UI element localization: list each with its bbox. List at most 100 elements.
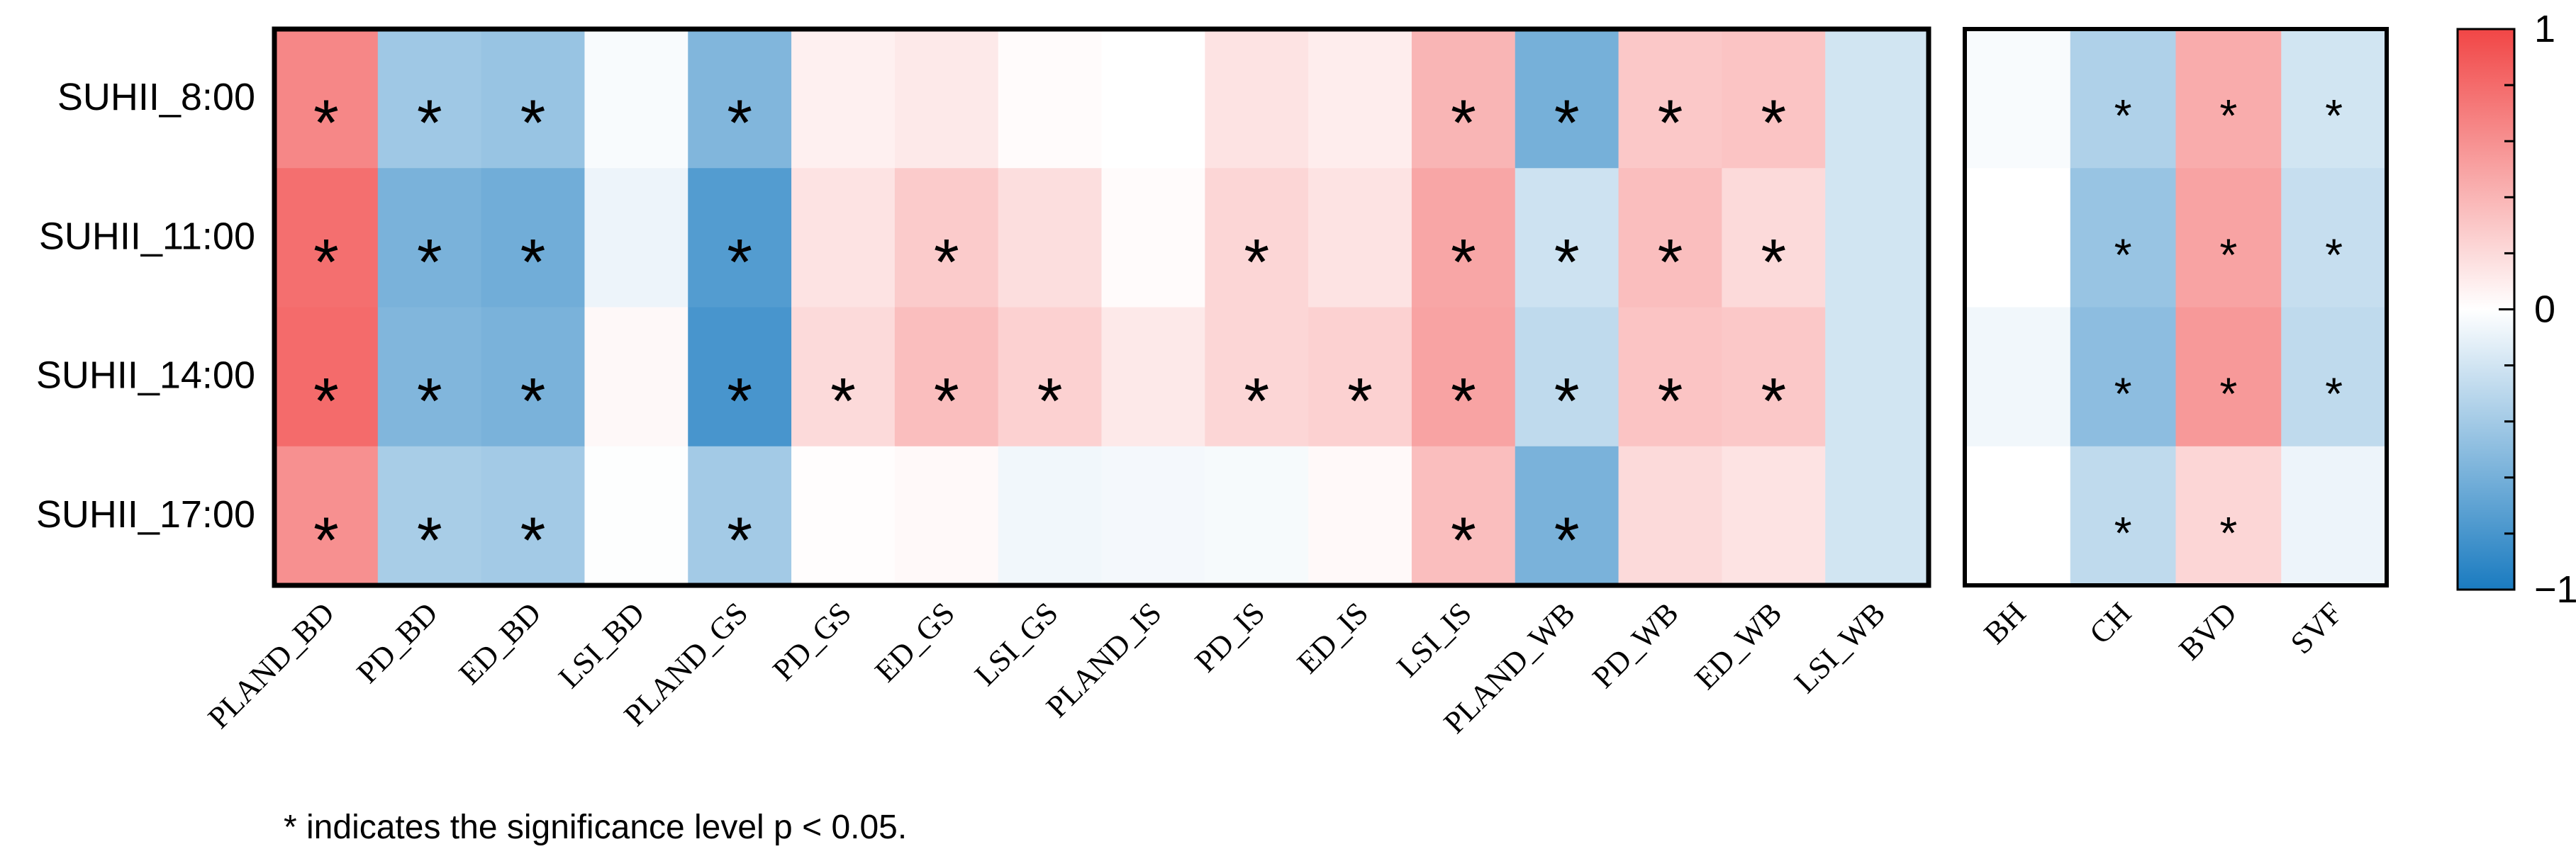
main-significance-star: * (313, 87, 339, 159)
main-cell (1722, 29, 1826, 169)
side-significance-star: * (2219, 369, 2237, 420)
footnote: * indicates the significance level p < 0… (284, 809, 907, 846)
main-cell (274, 307, 379, 447)
main-cell (894, 446, 999, 586)
main-significance-star: * (1037, 366, 1063, 438)
main-cell (1101, 307, 1205, 447)
side-significance-star: * (2114, 507, 2132, 558)
main-cell (274, 446, 379, 586)
main-cell (377, 168, 482, 308)
column-label: SVF (2284, 595, 2349, 660)
column-label: CH (2082, 595, 2138, 651)
main-cell (894, 168, 999, 308)
side-cell (2175, 168, 2282, 308)
row-labels: SUHII_8:00 SUHII_11:00 SUHII_14:00 SUHII_17… (36, 76, 255, 536)
main-cell (1825, 29, 1929, 169)
column-label: LSI_WB (1788, 595, 1892, 699)
main-cell (1825, 307, 1929, 447)
main-cell (584, 29, 688, 169)
main-significance-star: * (830, 366, 856, 438)
main-significance-star: * (417, 226, 442, 298)
main-significance-star: * (520, 87, 546, 159)
main-cell (1101, 29, 1205, 169)
main-cell (584, 446, 688, 586)
main-significance-star: * (313, 226, 339, 298)
main-significance-star: * (313, 505, 339, 577)
main-significance-star: * (1761, 87, 1786, 159)
main-significance-star: * (727, 87, 752, 159)
colorbar-tick-label: 0 (2534, 288, 2555, 331)
main-significance-star: * (727, 505, 752, 577)
main-significance-star: * (520, 505, 546, 577)
main-cell (1515, 446, 1619, 586)
main-significance-star: * (520, 226, 546, 298)
main-cell (1411, 307, 1516, 447)
row-label: SUHII_17:00 (36, 493, 255, 536)
main-cell (1205, 168, 1309, 308)
side-cell (2070, 168, 2177, 308)
side-cell (1965, 168, 2071, 308)
main-significance-star: * (1451, 226, 1476, 298)
main-cell (1722, 446, 1826, 586)
main-cell (1618, 446, 1722, 586)
colorbar-tick-label: −1 (2534, 568, 2576, 611)
side-heatmap-cells (1965, 29, 2387, 586)
side-cell (2175, 446, 2282, 586)
main-cell (1515, 168, 1619, 308)
main-significance-star: * (934, 226, 959, 298)
main-significance-star: * (1761, 366, 1786, 438)
main-cell (377, 29, 482, 169)
column-label: ED_WB (1688, 595, 1789, 696)
main-cell (1411, 29, 1516, 169)
main-cell (1308, 168, 1412, 308)
main-cell (377, 446, 482, 586)
main-significance-markers: * * * * * * * * * * * * * * * * * * * * * * * * * * * * * * * * * * * * * (313, 87, 1786, 577)
row-label: SUHII_11:00 (39, 215, 255, 257)
main-cell (274, 168, 379, 308)
side-cell (2175, 29, 2282, 169)
main-heatmap-frame (272, 26, 1931, 588)
main-cell (791, 446, 896, 586)
main-significance-star: * (520, 366, 546, 438)
main-cell (1825, 168, 1929, 308)
column-label: BH (1978, 595, 2033, 651)
main-cell (1722, 168, 1826, 308)
side-heatmap-frame (1963, 27, 2389, 587)
main-cell (584, 168, 688, 308)
side-significance-star: * (2219, 90, 2237, 141)
main-cell (894, 307, 999, 447)
column-label: LSI_GS (968, 595, 1065, 692)
column-label: ED_IS (1290, 595, 1375, 680)
main-cell (377, 307, 482, 447)
row-label: SUHII_8:00 (57, 76, 255, 118)
column-label: PD_WB (1585, 595, 1685, 695)
main-cell (791, 168, 896, 308)
main-cell (1308, 307, 1412, 447)
main-significance-star: * (1658, 87, 1683, 159)
main-significance-star: * (1244, 366, 1269, 438)
side-significance-star: * (2219, 507, 2237, 558)
main-significance-star: * (727, 226, 752, 298)
column-label: ED_BD (452, 595, 548, 691)
main-significance-star: * (1451, 366, 1476, 438)
side-significance-star: * (2114, 369, 2132, 420)
main-cell (1205, 307, 1309, 447)
main-significance-star: * (1347, 366, 1373, 438)
main-cell (1101, 168, 1205, 308)
main-significance-star: * (417, 87, 442, 159)
main-significance-star: * (1451, 87, 1476, 159)
colorbar-ticks: 1 0 −1 (2499, 8, 2576, 611)
main-cell (1515, 29, 1619, 169)
main-significance-star: * (1244, 226, 1269, 298)
main-significance-star: * (313, 366, 339, 438)
side-column-labels: BH CH BVD SVF (1978, 595, 2349, 666)
main-cell (1411, 446, 1516, 586)
main-significance-star: * (727, 366, 752, 438)
side-cell (2070, 446, 2177, 586)
main-significance-star: * (1658, 366, 1683, 438)
main-significance-star: * (1554, 505, 1580, 577)
side-cell (1965, 446, 2071, 586)
main-cell (481, 168, 586, 308)
side-cell (2281, 446, 2387, 586)
main-cell (791, 29, 896, 169)
